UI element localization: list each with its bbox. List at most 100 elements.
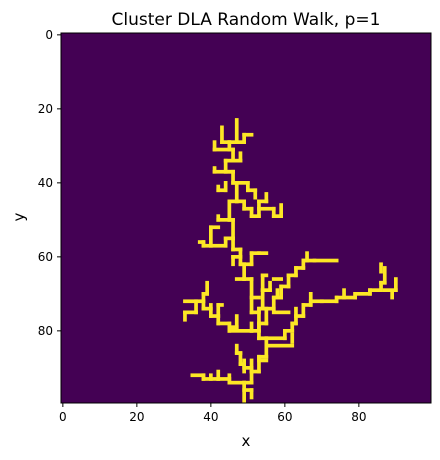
cluster-segment	[242, 366, 254, 370]
cluster-segment	[234, 118, 239, 144]
cluster-segment	[209, 314, 221, 318]
y-tick-label: 60	[38, 250, 53, 264]
cluster-segment	[242, 262, 254, 267]
cluster-segment	[305, 251, 309, 263]
cluster-segment	[249, 310, 261, 315]
cluster-segment	[264, 343, 295, 348]
cluster-segment	[194, 299, 198, 315]
cluster-segment	[242, 277, 254, 281]
cluster-segment	[190, 373, 206, 378]
cluster-segment	[209, 225, 213, 248]
cluster-segment	[290, 321, 295, 333]
cluster-segment	[249, 369, 254, 385]
cluster-segment	[260, 273, 269, 278]
cluster-segment	[257, 321, 261, 333]
cluster-segment	[279, 284, 291, 289]
y-tick-label: 40	[38, 176, 53, 190]
cluster-segment	[268, 280, 272, 292]
cluster-segment	[242, 380, 254, 385]
cluster-segment	[242, 206, 254, 211]
cluster-segment	[227, 199, 239, 204]
cluster-segment	[220, 140, 232, 144]
cluster-segment	[227, 380, 246, 385]
cluster-segment	[353, 292, 372, 296]
cluster-segment	[249, 329, 261, 333]
cluster-segment	[231, 236, 235, 252]
cluster-segment	[257, 306, 261, 326]
cluster-segment	[394, 277, 398, 292]
cluster-segment	[379, 280, 383, 292]
cluster-segment	[368, 288, 383, 292]
cluster-segment	[279, 203, 283, 218]
cluster-segment	[249, 295, 261, 300]
plot-frame	[60, 32, 432, 404]
cluster-segment	[283, 329, 287, 341]
y-tick-label: 80	[38, 324, 53, 338]
cluster-segment	[209, 373, 213, 381]
cluster-segment	[216, 369, 221, 381]
cluster-segment	[249, 206, 254, 218]
cluster-segment	[183, 310, 187, 322]
cluster-segment	[257, 206, 276, 211]
cluster-segment	[227, 199, 232, 222]
cluster-segment	[260, 288, 272, 292]
x-axis-ticks: 0 20 40 60 80	[59, 403, 366, 424]
cluster-segment	[264, 336, 287, 341]
cluster-segment	[246, 188, 258, 193]
cluster-segment	[231, 218, 235, 241]
cluster-segment	[301, 303, 306, 318]
cluster-segment	[209, 225, 221, 230]
cluster-segment	[257, 251, 269, 255]
cluster-segment	[275, 288, 280, 300]
cluster-segment	[212, 169, 235, 174]
cluster-segment	[264, 192, 269, 204]
cluster-segment	[249, 277, 254, 300]
cluster-segment	[223, 236, 228, 248]
cluster-segment	[320, 299, 339, 304]
cluster-segment	[201, 243, 213, 248]
cluster-segment	[279, 284, 283, 300]
cluster-segment	[238, 351, 243, 366]
cluster-segment	[301, 303, 313, 307]
cluster-segment	[216, 303, 224, 307]
cluster-segment	[249, 251, 261, 255]
y-tick-label: 20	[38, 102, 53, 116]
cluster-segment	[209, 243, 228, 248]
cluster-segment	[290, 332, 295, 344]
cluster-segment	[242, 262, 246, 281]
cluster-segment	[242, 132, 246, 144]
x-tick-label: 80	[351, 410, 366, 424]
cluster-segment	[216, 214, 221, 222]
cluster-segment	[216, 303, 221, 318]
cluster-segment	[390, 292, 394, 300]
cluster-segment	[249, 388, 254, 400]
cluster-segment	[227, 140, 232, 152]
cluster-segment	[216, 314, 221, 326]
cluster-segment	[223, 181, 228, 193]
cluster-segment	[234, 314, 239, 329]
cluster-segment	[286, 273, 298, 278]
cluster-segment	[197, 240, 206, 244]
cluster-segment	[216, 377, 232, 381]
cluster-segment	[216, 218, 232, 222]
cluster-segment	[231, 147, 235, 163]
cluster-segment	[223, 158, 228, 174]
cluster-segment	[242, 132, 254, 137]
cluster-segment	[242, 199, 246, 211]
cluster-segment	[264, 306, 276, 311]
cluster-segment	[257, 358, 269, 363]
cluster-segment	[253, 188, 258, 200]
cluster-segment	[379, 262, 383, 274]
cluster-segment	[257, 336, 269, 341]
cluster-segment	[234, 181, 250, 185]
cluster-segment	[220, 125, 224, 144]
cluster-segment	[216, 321, 232, 326]
cluster-segment	[249, 251, 254, 267]
cluster-segment	[227, 329, 254, 333]
cluster-segment	[249, 321, 254, 333]
cluster-segment	[223, 236, 235, 241]
cluster-segment	[271, 295, 276, 311]
dla-cluster	[183, 118, 398, 403]
cluster-segment	[342, 288, 346, 300]
cluster-segment	[234, 199, 246, 204]
